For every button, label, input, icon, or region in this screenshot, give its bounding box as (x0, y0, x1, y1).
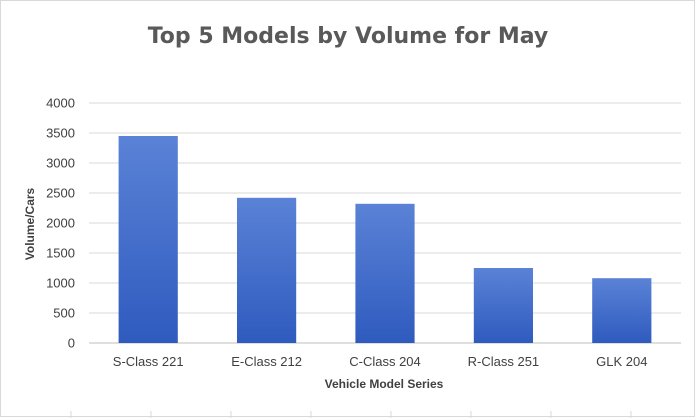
y-tick-label: 0 (68, 336, 75, 351)
x-tick-label: C-Class 204 (349, 354, 421, 369)
y-axis-ticks: 0 500 1000 1500 2000 2500 3000 3500 4000 (46, 96, 75, 351)
x-tick-label: E-Class 212 (231, 354, 302, 369)
x-tick-label: S-Class 221 (113, 354, 184, 369)
bar-r-class-251 (473, 268, 533, 343)
x-axis-title: Vehicle Model Series (325, 377, 444, 391)
bar-c-class-204 (355, 203, 415, 343)
x-axis-ticks: S-Class 221 E-Class 212 C-Class 204 R-Class… (113, 354, 648, 369)
y-tick-label: 500 (53, 306, 75, 321)
y-tick-label: 2000 (46, 216, 75, 231)
y-axis-title: Volume/Cars (23, 187, 37, 260)
bars (118, 136, 652, 343)
bar-s-class-221 (118, 136, 178, 343)
y-tick-label: 2500 (46, 186, 75, 201)
x-tick-label: R-Class 251 (468, 354, 540, 369)
bar-glk-204 (592, 278, 652, 343)
y-tick-label: 3000 (46, 156, 75, 171)
y-tick-label: 1000 (46, 276, 75, 291)
chart-title: Top 5 Models by Volume for May (148, 24, 549, 49)
y-tick-label: 1500 (46, 246, 75, 261)
x-tick-label: GLK 204 (596, 354, 647, 369)
y-tick-label: 3500 (46, 126, 75, 141)
y-tick-label: 4000 (46, 96, 75, 111)
bar-e-class-212 (237, 197, 297, 343)
